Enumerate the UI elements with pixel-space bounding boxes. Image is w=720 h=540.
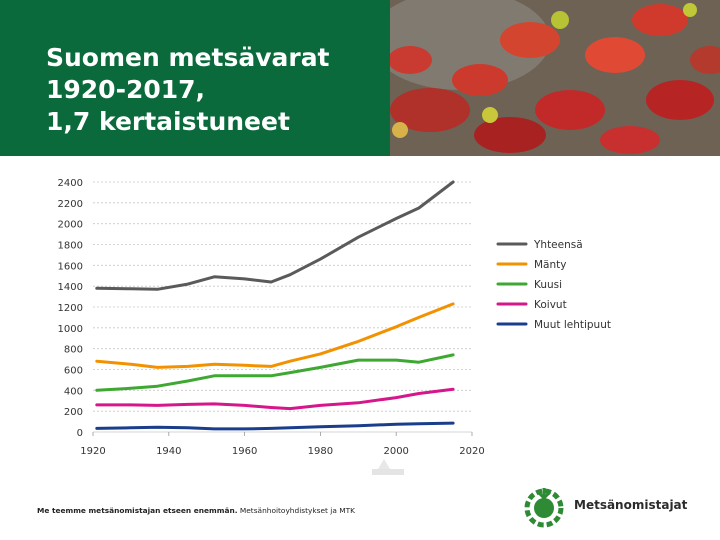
series-lines [95, 180, 455, 431]
chart-svg: 0 200 400 600 800 1000 1200 1400 1600 1800 2000 220… [58, 178, 611, 457]
chart-grid [92, 181, 473, 436]
footer-text: Me teemme metsänomistajan etseen enemmän… [37, 506, 355, 515]
y-tick-label: 800 [64, 345, 83, 356]
series-line-1 [95, 302, 455, 369]
header-photo-red-leaves [390, 0, 720, 156]
y-tick-label: 600 [64, 366, 83, 377]
legend-label: Kuusi [534, 279, 562, 291]
series-line-0 [95, 180, 455, 291]
legend-label: Koivut [534, 299, 567, 311]
x-tick-labels: 1920 1940 1960 1980 2000 2020 [80, 446, 484, 457]
legend-label: Muut lehtipuut [534, 319, 611, 331]
footer-slogan: Me teemme metsänomistajan etseen enemmän… [37, 506, 238, 515]
x-tick-label: 1920 [80, 446, 105, 457]
series-line-4 [95, 421, 455, 431]
y-tick-label: 2200 [58, 199, 83, 210]
x-tick-label: 1980 [308, 446, 333, 457]
red-leaves-illustration [390, 0, 720, 156]
slide-watermark-icon [370, 455, 406, 481]
legend-label: Mänty [534, 259, 566, 271]
logo-text: Metsänomistajat [574, 498, 688, 512]
y-tick-label: 1800 [58, 241, 83, 252]
series-line-3 [95, 387, 455, 411]
x-tick-label: 2020 [459, 446, 484, 457]
x-tick-label: 1960 [232, 446, 257, 457]
y-tick-label: 0 [77, 428, 83, 439]
slide-title: Suomen metsävarat 1920-2017, 1,7 kertais… [46, 42, 386, 138]
title-line-1: Suomen metsävarat [46, 43, 330, 72]
footer-organisations: Metsänhoitoyhdistykset ja MTK [239, 506, 355, 515]
title-line-3: 1,7 kertaistuneet [46, 107, 290, 136]
y-tick-label: 1200 [58, 303, 83, 314]
x-tick-label: 2000 [383, 446, 408, 457]
series-line-2 [95, 353, 455, 392]
chart-legend: Yhteensä Mänty Kuusi Koivut Muut lehtipuut [496, 239, 611, 331]
y-tick-label: 2000 [58, 220, 83, 231]
y-tick-label: 1600 [58, 261, 83, 272]
y-tick-label: 200 [64, 407, 83, 418]
y-tick-labels: 0 200 400 600 800 1000 1200 1400 1600 1800 2000 220… [58, 178, 83, 439]
y-tick-label: 2400 [58, 178, 83, 189]
metsanomistajat-logo [522, 484, 712, 528]
presentation-icon [372, 459, 404, 475]
x-tick-label: 1940 [156, 446, 181, 457]
y-tick-label: 400 [64, 386, 83, 397]
legend-label: Yhteensä [533, 239, 583, 251]
title-line-2: 1920-2017, [46, 75, 206, 104]
y-tick-label: 1000 [58, 324, 83, 335]
forest-resources-chart: 0 200 400 600 800 1000 1200 1400 1600 1800 2000 220… [0, 160, 720, 470]
logo-emblem-icon [524, 488, 564, 528]
y-tick-label: 1400 [58, 282, 83, 293]
